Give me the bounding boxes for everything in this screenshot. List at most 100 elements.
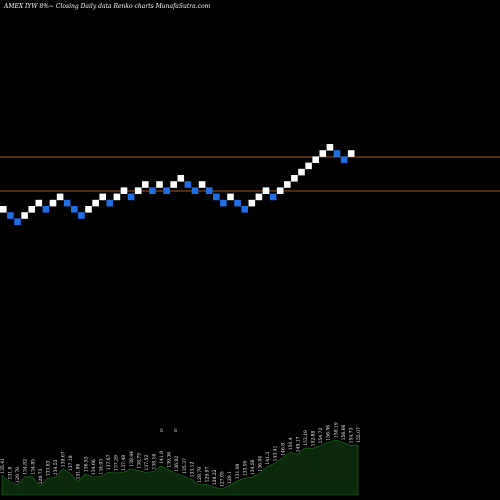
volume-label: 138.75 — [136, 453, 142, 469]
up-brick — [347, 150, 355, 157]
up-brick — [177, 175, 185, 182]
volume-label: 133.83 — [45, 460, 51, 476]
volume-label: 137.67 — [106, 454, 112, 470]
down-brick — [333, 150, 341, 157]
volume-label: 129.78 — [15, 467, 21, 483]
volume-label: 134.53 — [53, 459, 59, 475]
volume-label: 138.16 — [152, 454, 158, 470]
volume-label: 129.97 — [205, 467, 211, 483]
up-brick — [85, 206, 92, 213]
down-brick — [184, 181, 192, 188]
up-brick — [28, 206, 35, 213]
up-brick — [227, 193, 234, 201]
volume-label: 131.86 — [76, 464, 82, 480]
volume-label: 136.84 — [258, 456, 264, 472]
up-brick — [49, 199, 57, 207]
volume-label: 136.82 — [174, 456, 180, 472]
volume-label: 134.56 — [250, 459, 256, 475]
volume-label: 137.18 — [68, 455, 74, 471]
up-brick — [35, 199, 43, 207]
down-brick — [220, 199, 227, 207]
volume-label: 155.07 — [356, 427, 362, 443]
up-brick — [99, 193, 106, 201]
volume-label: 131.8 — [8, 466, 14, 479]
volume-label: 139.94 — [129, 451, 135, 467]
up-brick — [262, 187, 270, 194]
volume-label: 156.66 — [341, 425, 347, 441]
up-brick — [170, 181, 177, 188]
volume-label: 135.41 — [0, 458, 6, 474]
down-brick — [213, 193, 220, 201]
volume-label: 152.88 — [311, 431, 317, 447]
down-brick — [14, 218, 21, 225]
volume-label: 137.48 — [121, 455, 127, 471]
down-brick — [149, 187, 156, 194]
volume-label: 133.95 — [242, 460, 248, 476]
volume-area-path — [1, 439, 359, 496]
volume-label: 131.99 — [235, 463, 241, 479]
volume-label: 156.56 — [326, 425, 332, 441]
down-brick — [71, 206, 78, 213]
renko-bricks — [0, 144, 355, 225]
volume-label: 149.17 — [295, 436, 301, 452]
up-brick — [319, 150, 327, 157]
down-brick — [340, 156, 348, 163]
up-brick — [291, 175, 298, 182]
volume-label: 154.73 — [348, 428, 354, 444]
volume-label: 139.36 — [167, 452, 173, 468]
up-brick — [276, 187, 284, 194]
up-brick — [255, 193, 263, 201]
volume-label: 154.72 — [318, 428, 324, 444]
up-brick — [56, 193, 64, 201]
volume-label: 129.1 — [227, 471, 233, 484]
volume-label: 128.22 — [212, 469, 218, 485]
volume-label: 143.41 — [273, 445, 279, 461]
down-brick — [191, 187, 199, 194]
down-brick — [42, 206, 50, 213]
up-brick — [21, 212, 28, 219]
down-brick — [78, 212, 85, 219]
volume-label: 139.67 — [61, 451, 67, 467]
up-brick — [120, 187, 128, 194]
volume-label: 150.4 — [288, 437, 294, 450]
down-brick — [127, 193, 135, 201]
annotation-mark: S — [174, 428, 177, 434]
annotation-mark: S — [160, 428, 163, 434]
volume-label: 141.3 — [265, 452, 271, 465]
down-brick — [106, 199, 114, 207]
down-brick — [205, 187, 213, 194]
down-brick — [241, 206, 248, 213]
up-brick — [248, 199, 256, 207]
up-brick — [134, 187, 142, 194]
volume-label: 135.37 — [182, 458, 188, 474]
up-brick — [0, 206, 7, 213]
up-brick — [92, 199, 99, 207]
up-brick — [142, 181, 149, 188]
up-brick — [298, 168, 305, 176]
volume-label: 133.12 — [189, 462, 195, 478]
volume-label: 134.82 — [23, 459, 29, 475]
volume-label: 134.66 — [91, 459, 97, 475]
up-brick — [312, 156, 319, 163]
down-brick — [234, 199, 241, 207]
volume-label: 141.8 — [159, 451, 165, 464]
volume-label: 137.29 — [114, 455, 120, 471]
up-brick — [156, 181, 163, 188]
up-brick — [305, 162, 312, 170]
down-brick — [269, 193, 277, 201]
volume-label: 158.19 — [333, 422, 339, 438]
up-brick — [284, 181, 291, 188]
volume-label: 146.8 — [280, 443, 286, 456]
up-brick — [326, 144, 334, 151]
down-brick — [7, 212, 14, 219]
volume-label: 134.85 — [30, 459, 36, 475]
up-brick — [198, 181, 206, 188]
volume-label: 136.53 — [83, 456, 89, 472]
up-brick — [113, 193, 121, 201]
down-brick — [163, 187, 170, 194]
